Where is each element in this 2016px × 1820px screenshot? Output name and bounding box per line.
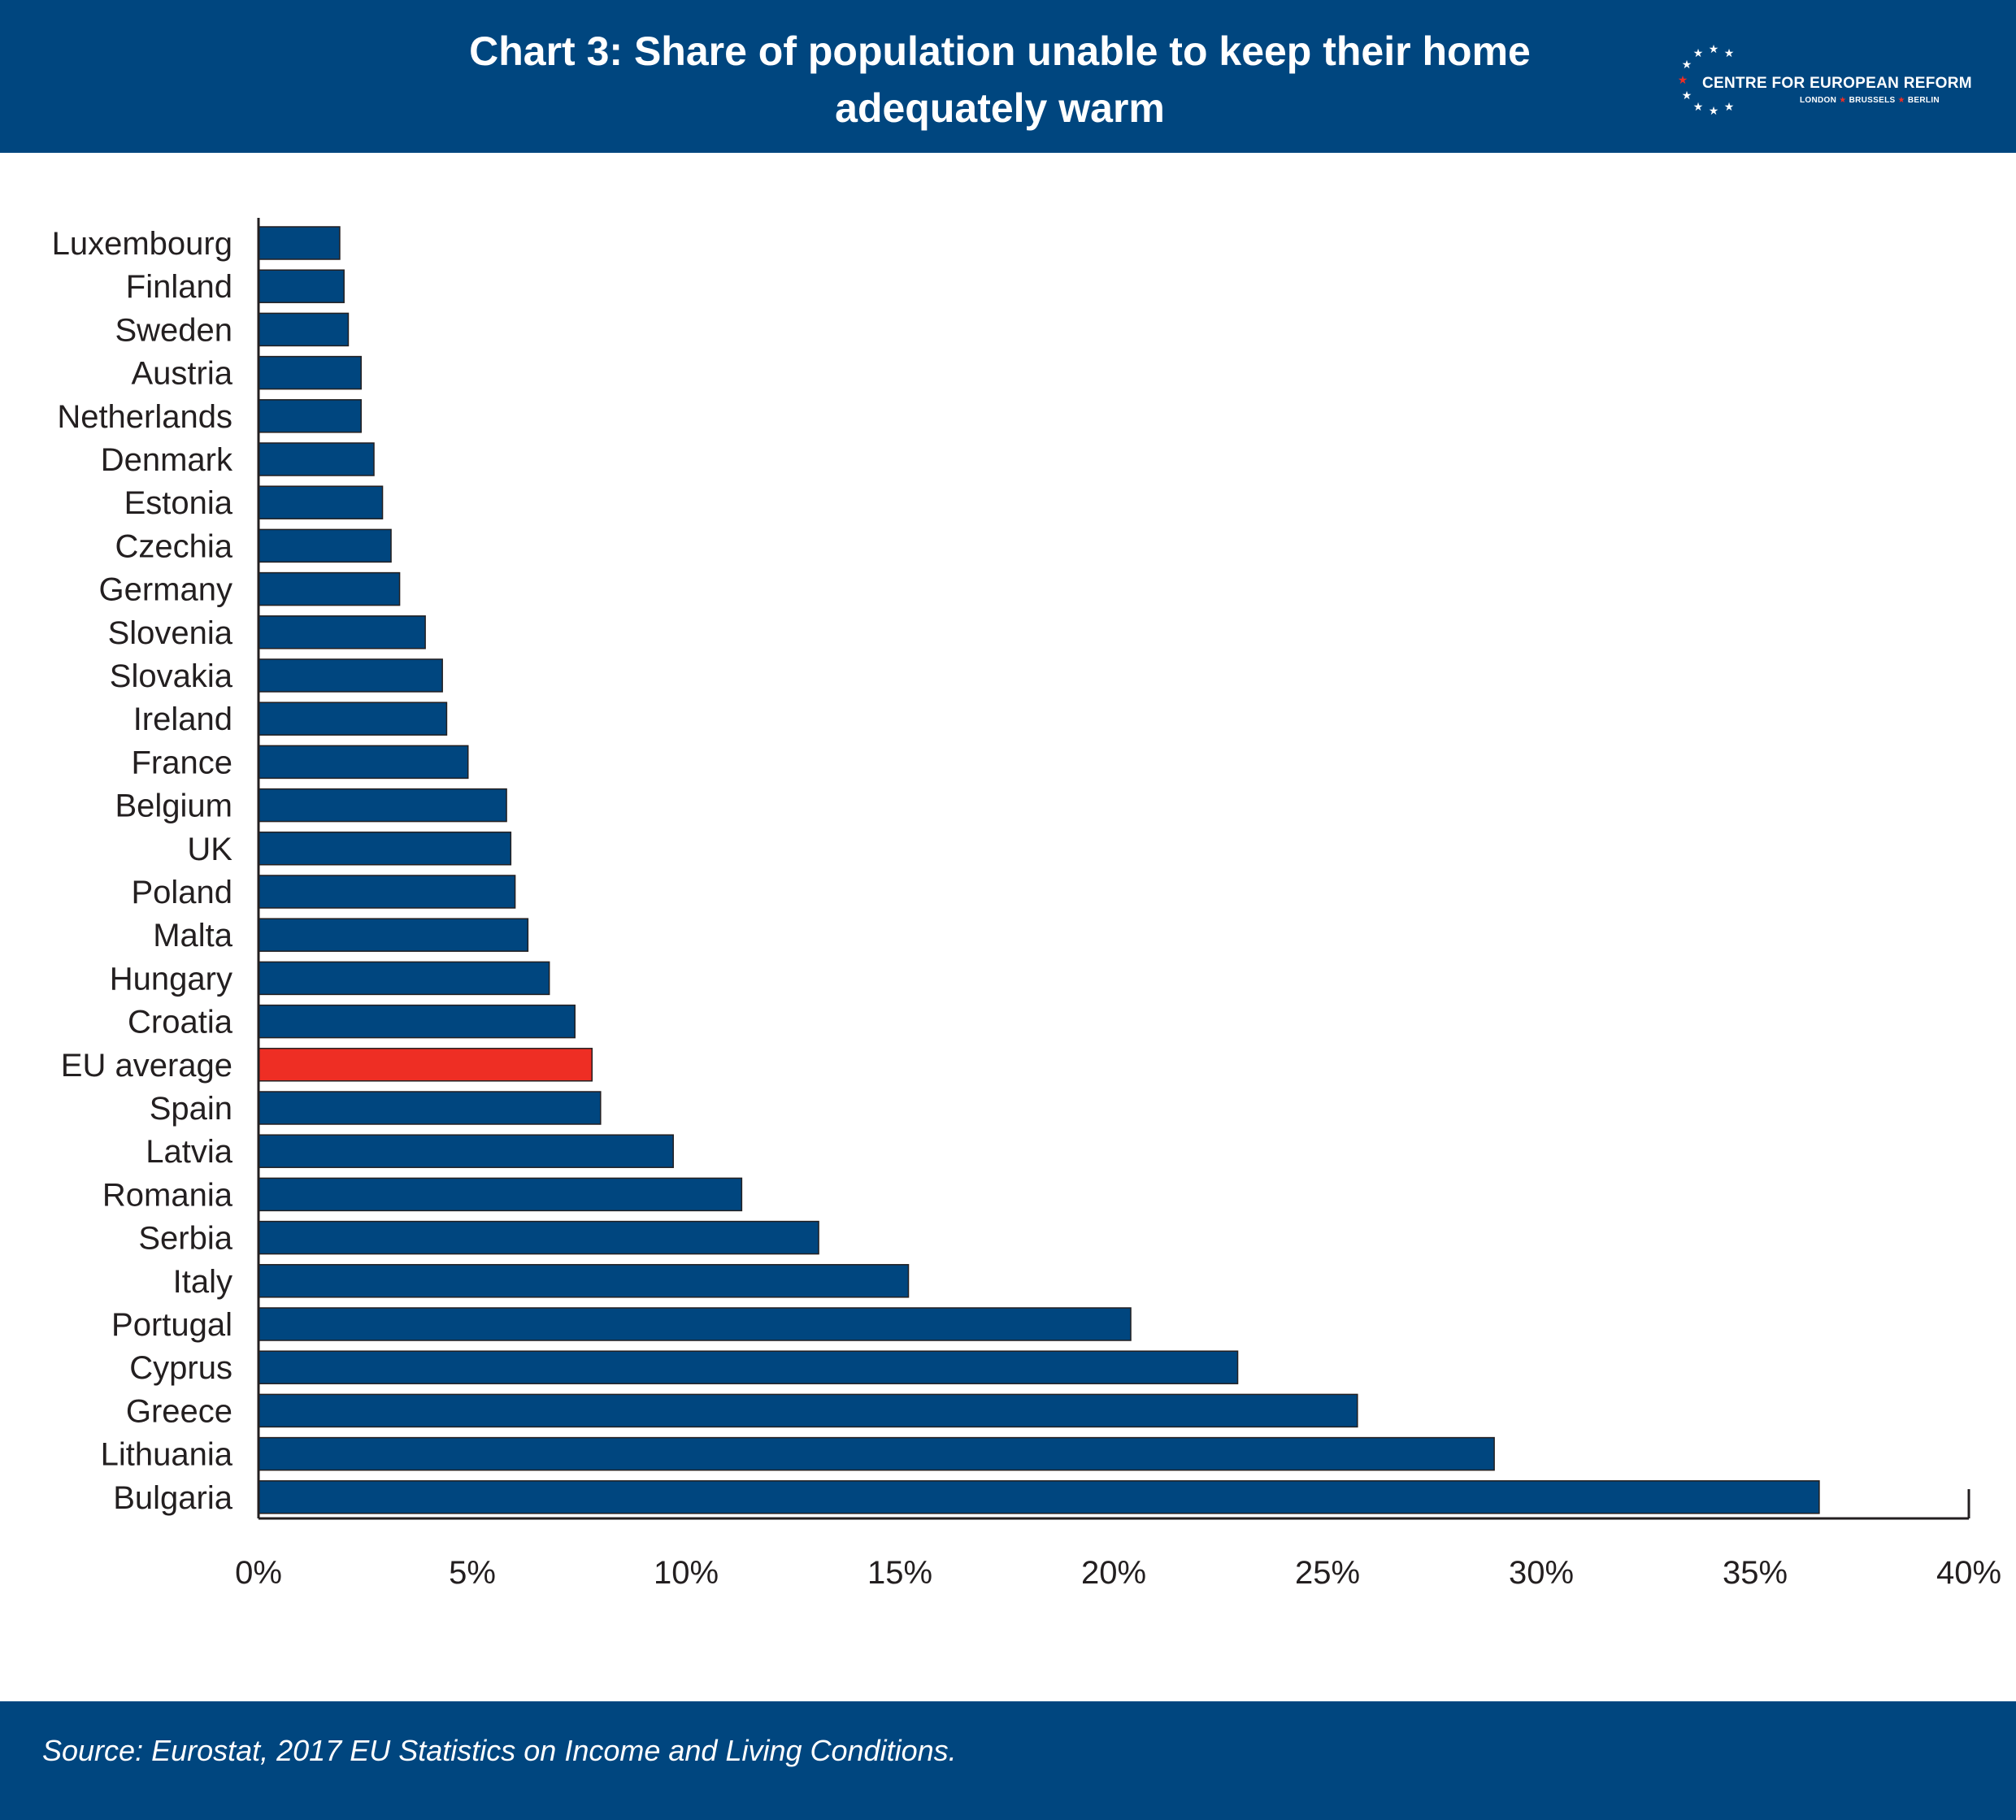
category-label: Greece	[126, 1393, 232, 1429]
x-tick-label: 25%	[1295, 1555, 1360, 1591]
logo-star-icon: ★	[1724, 100, 1735, 113]
bar	[258, 528, 392, 563]
x-tick-label: 0%	[235, 1555, 282, 1591]
logo-star-ring-icon: ★ ★★★★★★★★	[1678, 42, 1735, 117]
bar	[258, 1134, 674, 1168]
bar	[258, 1177, 743, 1212]
category-label: Malta	[153, 918, 233, 953]
logo-city-brussels: BRUSSELS	[1849, 96, 1896, 105]
bar-highlight	[258, 1048, 593, 1082]
category-label: Cyprus	[129, 1350, 232, 1386]
category-label: Bulgaria	[113, 1480, 233, 1516]
category-label: Belgium	[115, 788, 232, 824]
bar	[258, 1004, 576, 1039]
bar	[258, 1091, 602, 1125]
category-label: Slovakia	[110, 658, 233, 694]
bar	[258, 226, 341, 260]
category-label: Estonia	[124, 485, 233, 521]
category-label: Germany	[99, 572, 233, 608]
logo-star-icon: ★	[1709, 42, 1719, 55]
bar	[258, 1350, 1239, 1384]
chart-title: Chart 3: Share of population unable to k…	[276, 23, 1723, 137]
bar	[258, 658, 443, 693]
x-tick-label: 10%	[654, 1555, 719, 1591]
x-tick-label: 15%	[867, 1555, 932, 1591]
category-label: Lithuania	[101, 1437, 233, 1473]
bar	[258, 1436, 1495, 1471]
cer-logo: ★ ★ ★ ★ ★ ★ ★ ★ ★ CENTRE FOR EUROPEAN REFORM LON…	[1678, 41, 1972, 130]
logo-star-icon: ★	[1724, 46, 1735, 59]
bar	[258, 1480, 1820, 1514]
category-label: Spain	[150, 1091, 232, 1127]
bar	[258, 745, 469, 780]
category-label: Slovenia	[108, 615, 233, 651]
bar	[258, 875, 516, 909]
x-tick-label: 40%	[1936, 1555, 2001, 1591]
logo-star-icon: ★	[1682, 58, 1692, 71]
bar	[258, 918, 529, 952]
x-tick-label: 20%	[1081, 1555, 1146, 1591]
x-tick-label: 5%	[449, 1555, 496, 1591]
bar	[258, 355, 362, 390]
bar	[258, 485, 384, 519]
category-label: Croatia	[128, 1005, 233, 1040]
logo-cities: LONDON ★ BRUSSELS ★ BERLIN	[1800, 96, 1940, 105]
source-note: Source: Eurostat, 2017 EU Statistics on …	[42, 1734, 957, 1767]
chart-footer: Source: Eurostat, 2017 EU Statistics on …	[0, 1701, 2016, 1820]
category-label: Czechia	[115, 528, 232, 564]
bar	[258, 1264, 910, 1298]
bar	[258, 1307, 1132, 1341]
category-label: UK	[187, 832, 232, 867]
logo-city-separator-icon: ★	[1897, 96, 1905, 105]
category-label: Netherlands	[57, 399, 232, 435]
category-label: Luxembourg	[52, 226, 232, 262]
category-label: Romania	[102, 1177, 233, 1213]
logo-city-berlin: BERLIN	[1907, 96, 1940, 105]
category-label: EU average	[61, 1048, 232, 1084]
bar	[258, 399, 362, 433]
category-label: Hungary	[110, 961, 232, 997]
bar	[258, 702, 448, 736]
category-label: Poland	[131, 875, 232, 910]
logo-star-icon: ★	[1682, 89, 1692, 102]
bar	[258, 312, 350, 347]
logo-star-icon: ★	[1693, 46, 1704, 59]
bar	[258, 615, 426, 649]
bar	[258, 442, 375, 476]
x-tick-label: 35%	[1723, 1555, 1788, 1591]
category-label: France	[132, 745, 233, 780]
logo-name: CENTRE FOR EUROPEAN REFORM	[1702, 75, 1972, 92]
logo-star-icon: ★	[1678, 73, 1688, 86]
chart-title-line1: Chart 3: Share of population unable to k…	[469, 28, 1531, 74]
category-label: Sweden	[115, 312, 232, 348]
x-tick-label: 30%	[1509, 1555, 1574, 1591]
category-label: Ireland	[133, 702, 232, 737]
bar	[258, 1393, 1358, 1428]
logo-city-london: LONDON	[1800, 96, 1837, 105]
bar-chart: Luxembourg Finland Sweden Austria Netherland…	[52, 218, 2001, 1591]
bar	[258, 1220, 819, 1255]
bar	[258, 269, 345, 303]
category-label: Austria	[132, 356, 233, 392]
bar	[258, 832, 512, 866]
category-label: Latvia	[146, 1134, 232, 1170]
logo-city-separator-icon: ★	[1839, 96, 1847, 105]
category-label: Portugal	[111, 1307, 232, 1343]
category-label: Finland	[126, 269, 232, 305]
logo-star-icon: ★	[1693, 100, 1704, 113]
chart-title-line2: adequately warm	[835, 85, 1165, 131]
bar	[258, 961, 550, 996]
chart-header: Chart 3: Share of population unable to k…	[0, 0, 2016, 153]
category-label: Serbia	[138, 1221, 232, 1257]
bar	[258, 788, 507, 823]
logo-star-icon: ★	[1709, 104, 1719, 117]
bar	[258, 571, 401, 606]
category-label: Italy	[173, 1264, 232, 1300]
category-label: Denmark	[101, 442, 233, 478]
